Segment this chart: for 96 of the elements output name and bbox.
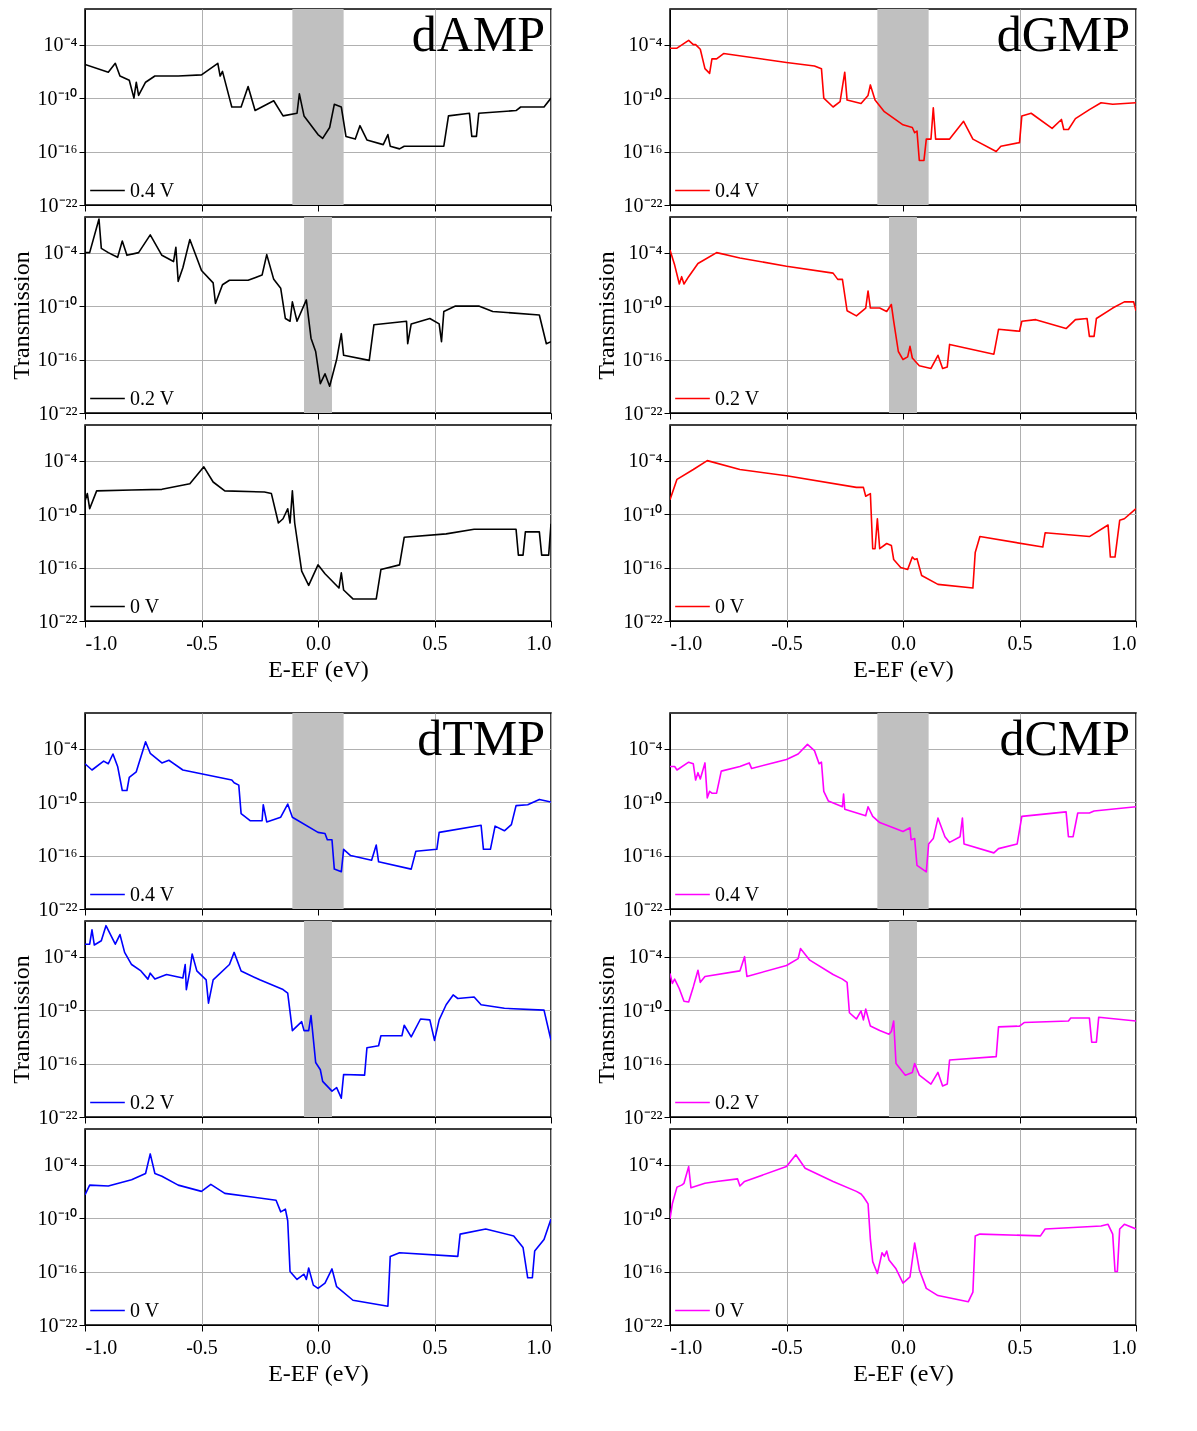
y-tick-label: 10⁻¹⁰ [37,998,78,1021]
y-tick-label: 10⁻¹⁰ [622,86,663,109]
y-tick-label: 10⁻²² [38,193,78,216]
y-tick-label: 10⁻¹⁰ [37,502,78,525]
y-tick-label: 10⁻⁴ [628,241,663,264]
y-tick-label: 10⁻⁴ [43,945,78,968]
x-tick-label: 0.0 [891,1335,916,1358]
y-axis-title: Transmission [592,251,619,380]
chart-title: dCMP [999,710,1130,766]
x-tick-label: 0.0 [306,631,331,654]
y-tick-label: 10⁻¹⁶ [622,1260,663,1283]
y-tick-label: 10⁻⁴ [43,33,78,56]
line-series [670,947,1136,1087]
legend-label: 0.4 V [715,178,760,201]
y-tick-label: 10⁻²² [38,1105,78,1128]
legend-label: 0.2 V [715,1090,760,1113]
y-tick-label: 10⁻²² [623,1105,663,1128]
x-tick-label: -1.0 [670,631,703,654]
y-tick-label: 10⁻²² [38,1313,78,1336]
line-series [670,1153,1136,1303]
y-tick-label: 10⁻⁴ [628,449,663,472]
chart-title: dAMP [411,6,545,62]
y-tick-label: 10⁻¹⁰ [622,502,663,525]
y-tick-label: 10⁻¹⁶ [37,844,78,867]
legend-label: 0.4 V [130,178,175,201]
y-tick-label: 10⁻¹⁰ [37,1206,78,1229]
y-tick-label: 10⁻²² [623,1313,663,1336]
chart-title: dGMP [996,6,1130,62]
x-tick-label: 0.0 [306,1335,331,1358]
y-axis-title: Transmission [7,955,34,1084]
x-tick-label: 1.0 [1111,631,1137,654]
y-tick-label: 10⁻¹⁶ [37,1052,78,1075]
y-tick-label: 10⁻¹⁶ [37,1260,78,1283]
y-tick-label: 10⁻¹⁰ [622,998,663,1021]
y-tick-label: 10⁻¹⁰ [622,294,663,317]
y-tick-label: 10⁻²² [623,193,663,216]
x-tick-label: 0.5 [422,1335,448,1358]
y-axis-title: Transmission [592,955,619,1084]
y-tick-label: 10⁻⁴ [628,737,663,760]
x-axis-title: E-EF (eV) [268,1359,369,1386]
x-tick-label: -0.5 [771,631,803,654]
line-series [670,249,1136,370]
y-tick-label: 10⁻¹⁶ [622,556,663,579]
y-tick-label: 10⁻¹⁰ [37,294,78,317]
x-tick-label: 1.0 [526,1335,552,1358]
x-axis-title: E-EF (eV) [853,655,954,682]
legend-label: 0 V [130,1298,160,1321]
y-tick-label: 10⁻⁴ [628,1153,663,1176]
x-axis-title: E-EF (eV) [853,1359,954,1386]
y-tick-label: 10⁻²² [38,609,78,632]
y-tick-label: 10⁻⁴ [628,33,663,56]
x-tick-label: -1.0 [85,1335,118,1358]
y-tick-label: 10⁻¹⁶ [37,140,78,163]
legend-label: 0 V [715,1298,745,1321]
y-tick-label: 10⁻⁴ [628,945,663,968]
legend-label: 0.2 V [715,386,760,409]
y-tick-label: 10⁻²² [623,897,663,920]
x-tick-label: 0.5 [422,631,448,654]
x-tick-label: 1.0 [526,631,552,654]
y-tick-label: 10⁻¹⁰ [622,790,663,813]
x-axis-title: E-EF (eV) [268,655,369,682]
legend-label: 0 V [130,594,160,617]
x-tick-label: -1.0 [85,631,118,654]
x-tick-label: 1.0 [1111,1335,1137,1358]
y-tick-label: 10⁻¹⁰ [37,790,78,813]
y-tick-label: 10⁻²² [623,401,663,424]
y-tick-label: 10⁻¹⁶ [622,844,663,867]
x-tick-label: -0.5 [186,631,218,654]
legend-label: 0.4 V [130,882,175,905]
x-tick-label: 0.0 [891,631,916,654]
x-tick-label: 0.5 [1007,1335,1033,1358]
x-tick-label: -0.5 [186,1335,218,1358]
y-tick-label: 10⁻¹⁶ [622,1052,663,1075]
x-tick-label: -1.0 [670,1335,703,1358]
legend-label: 0.2 V [130,386,175,409]
chart-title: dTMP [417,710,545,766]
y-tick-label: 10⁻¹⁰ [37,86,78,109]
y-tick-label: 10⁻⁴ [43,737,78,760]
line-series [670,459,1136,589]
y-tick-label: 10⁻¹⁶ [37,348,78,371]
y-tick-label: 10⁻²² [623,609,663,632]
y-tick-label: 10⁻⁴ [43,241,78,264]
legend-label: 0 V [715,594,745,617]
y-tick-label: 10⁻¹⁶ [37,556,78,579]
y-axis-title: Transmission [7,251,34,380]
legend-label: 0.4 V [715,882,760,905]
x-tick-label: 0.5 [1007,631,1033,654]
legend-label: 0.2 V [130,1090,175,1113]
y-tick-label: 10⁻¹⁶ [622,348,663,371]
y-tick-label: 10⁻²² [38,401,78,424]
y-tick-label: 10⁻¹⁶ [622,140,663,163]
y-tick-label: 10⁻¹⁰ [622,1206,663,1229]
y-tick-label: 10⁻⁴ [43,449,78,472]
y-tick-label: 10⁻⁴ [43,1153,78,1176]
x-tick-label: -0.5 [771,1335,803,1358]
y-tick-label: 10⁻²² [38,897,78,920]
